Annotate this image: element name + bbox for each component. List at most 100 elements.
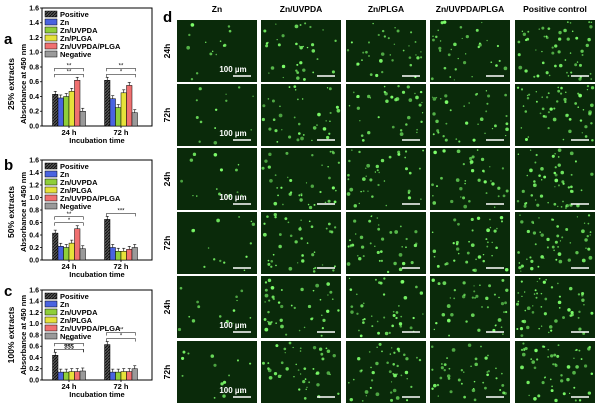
cell-dot bbox=[289, 234, 293, 238]
cell-dot bbox=[583, 364, 588, 368]
cell-dot bbox=[359, 235, 364, 240]
cell-dot bbox=[191, 319, 196, 323]
cell-dot bbox=[409, 63, 413, 67]
cell-dot bbox=[326, 349, 331, 354]
cell-dot bbox=[550, 218, 554, 221]
cell-dot bbox=[285, 367, 289, 371]
cell-dot bbox=[283, 347, 287, 351]
cell-dot bbox=[521, 320, 525, 323]
cell-dot bbox=[371, 325, 374, 328]
cell-dot bbox=[587, 37, 591, 42]
micrograph-image: 100 µm bbox=[177, 148, 257, 210]
cell-dot bbox=[321, 164, 323, 166]
cell-dot bbox=[445, 122, 448, 125]
cell-dot bbox=[562, 138, 565, 141]
cell-dot bbox=[468, 102, 470, 104]
cell-dot bbox=[547, 111, 551, 114]
cell-dot bbox=[237, 86, 241, 89]
cell-dot bbox=[346, 192, 351, 196]
cell-dot bbox=[589, 234, 592, 236]
cell-dot bbox=[442, 135, 445, 138]
cell-dot bbox=[485, 192, 488, 195]
cell-dot bbox=[571, 30, 574, 33]
cell-dot bbox=[365, 175, 367, 177]
row-time-label: 72h bbox=[162, 365, 172, 380]
y-tick-label: 0.6 bbox=[29, 220, 39, 227]
cell-dot bbox=[195, 99, 198, 102]
cell-dot bbox=[551, 51, 555, 55]
cell-dot bbox=[395, 316, 398, 320]
cell-dot bbox=[402, 49, 405, 52]
y-tick-label: 1.4 bbox=[29, 20, 39, 27]
cell-dot bbox=[536, 203, 540, 207]
cell-dot bbox=[418, 167, 421, 170]
cell-dot bbox=[549, 378, 552, 381]
cell-dot bbox=[192, 194, 194, 197]
micrograph-background bbox=[346, 212, 426, 274]
cell-dot bbox=[300, 373, 302, 375]
cell-dot bbox=[439, 98, 442, 100]
y-tick-label: 1.0 bbox=[29, 195, 39, 202]
cell-dot bbox=[462, 281, 466, 285]
cell-dot bbox=[460, 369, 464, 372]
cell-dot bbox=[554, 178, 559, 183]
cell-dot bbox=[574, 102, 578, 105]
cell-dot bbox=[570, 185, 573, 189]
cell-dot bbox=[484, 132, 486, 135]
cell-dot bbox=[471, 296, 474, 299]
cell-dot bbox=[554, 166, 557, 169]
micrograph-image bbox=[515, 148, 595, 210]
cell-dot bbox=[538, 28, 541, 30]
cell-dot bbox=[391, 125, 395, 129]
significance-bracket bbox=[106, 338, 136, 342]
cell-dot bbox=[370, 379, 374, 382]
micrograph-background bbox=[177, 148, 257, 210]
cell-dot bbox=[355, 233, 357, 235]
cell-dot bbox=[397, 305, 400, 307]
cell-dot bbox=[388, 370, 392, 374]
y-tick-label: 1.4 bbox=[29, 299, 39, 306]
cell-dot bbox=[215, 53, 218, 56]
cell-dot bbox=[538, 217, 540, 219]
cell-dot bbox=[305, 182, 308, 184]
cell-dot bbox=[379, 59, 383, 63]
cell-dot bbox=[297, 369, 300, 371]
micrograph-image bbox=[515, 84, 595, 146]
cell-dot bbox=[498, 59, 501, 63]
cell-dot bbox=[564, 59, 567, 61]
cell-dot bbox=[376, 346, 378, 349]
cell-dot bbox=[474, 362, 478, 367]
bar-positive bbox=[52, 355, 59, 381]
cell-dot bbox=[311, 154, 314, 157]
cell-dot bbox=[531, 311, 535, 314]
cell-dot bbox=[263, 318, 267, 321]
cell-dot bbox=[457, 57, 459, 60]
cell-dot bbox=[422, 313, 424, 315]
cell-dot bbox=[518, 266, 522, 270]
cell-dot bbox=[267, 165, 271, 169]
cell-dot bbox=[209, 52, 213, 56]
cell-dot bbox=[399, 225, 402, 228]
cell-dot bbox=[558, 30, 562, 35]
cell-dot bbox=[575, 250, 579, 255]
cell-dot bbox=[401, 280, 405, 284]
significance-marker: * bbox=[68, 218, 71, 224]
cell-dot bbox=[305, 388, 307, 391]
cell-dot bbox=[213, 363, 217, 367]
cell-dot bbox=[481, 21, 483, 24]
cell-dot bbox=[190, 23, 195, 27]
cell-dot bbox=[388, 331, 391, 335]
cell-dot bbox=[472, 138, 476, 142]
micrograph-background bbox=[515, 212, 595, 274]
cell-dot bbox=[365, 395, 367, 397]
cell-dot bbox=[298, 388, 301, 391]
cell-dot bbox=[435, 119, 439, 124]
cell-dot bbox=[223, 43, 227, 47]
micrograph-image bbox=[261, 341, 341, 403]
cell-dot bbox=[482, 381, 485, 384]
cell-dot bbox=[577, 316, 580, 319]
y-tick-label: 0.2 bbox=[29, 109, 39, 116]
cell-dot bbox=[578, 399, 582, 402]
bar-zn-uvpda bbox=[63, 247, 70, 261]
significance-marker: *** bbox=[65, 338, 73, 344]
